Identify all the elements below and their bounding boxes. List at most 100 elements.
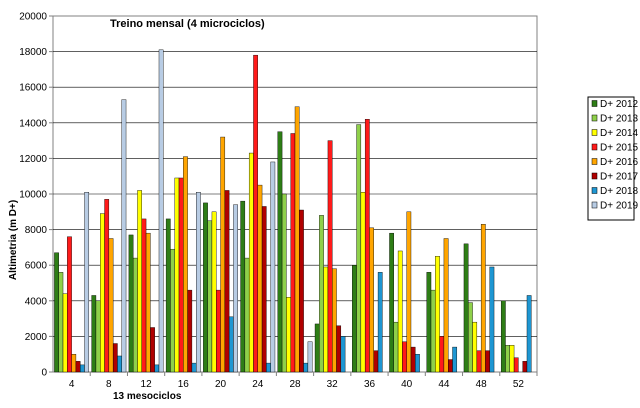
bar — [128, 234, 134, 373]
bar — [319, 215, 324, 373]
bar — [294, 106, 300, 373]
bar — [472, 321, 478, 373]
bar — [377, 272, 383, 373]
bar — [228, 316, 234, 373]
bar — [58, 272, 64, 373]
bar — [452, 346, 458, 373]
bar — [261, 206, 267, 373]
bar — [406, 211, 412, 373]
bar — [117, 355, 122, 373]
x-tick-label: 12 — [141, 379, 153, 390]
bar — [463, 243, 469, 373]
bar — [373, 350, 379, 373]
bar — [443, 238, 449, 373]
bar — [207, 220, 213, 373]
bar — [216, 289, 221, 373]
bar — [485, 350, 490, 373]
bar — [183, 156, 188, 373]
bar — [211, 211, 217, 373]
legend-swatch — [591, 187, 598, 194]
y-tick-label: 4000 — [25, 296, 48, 307]
bar — [178, 177, 184, 373]
bar — [393, 321, 399, 373]
y-tick-label: 8000 — [25, 225, 48, 236]
legend: D+ 2012 D+ 2013 D+ 2014 D+ 2015 D+ 2016 D+ 20… — [587, 96, 639, 221]
bar — [224, 190, 230, 373]
legend-swatch — [591, 201, 598, 209]
y-axis-label: Altimetria (m D+) — [8, 200, 19, 280]
legend-entry: D+ 2015 — [600, 143, 639, 154]
bar — [281, 193, 287, 373]
bar — [240, 200, 246, 373]
y-axis-ticks: 0 2000 4000 6000 8000 10000 12000 14000 16000 180… — [19, 12, 53, 379]
bar — [332, 268, 337, 373]
y-tick-label: 18000 — [19, 47, 47, 58]
bar — [290, 133, 296, 373]
bar — [121, 99, 127, 373]
legend-entry: D+ 2012 — [600, 99, 639, 110]
bar — [150, 327, 155, 373]
bar — [303, 362, 309, 373]
bar — [336, 325, 342, 373]
y-tick-label: 12000 — [19, 154, 47, 165]
x-tick-label: 8 — [106, 379, 112, 390]
bar — [327, 140, 333, 373]
legend-swatch — [591, 172, 598, 180]
bar — [220, 136, 226, 373]
bar — [165, 218, 171, 373]
bar — [154, 364, 160, 373]
bar — [266, 362, 271, 373]
bar — [299, 209, 304, 373]
legend-swatch — [591, 143, 598, 151]
bar — [145, 232, 151, 373]
x-tick-label: 52 — [513, 379, 525, 390]
bar — [244, 257, 250, 373]
legend-swatch — [591, 129, 598, 136]
bar — [141, 218, 147, 373]
bar — [191, 362, 197, 373]
bar — [270, 161, 276, 373]
x-tick-label: 16 — [178, 379, 190, 390]
chart-title: Treino mensal (4 microciclos) — [110, 18, 265, 30]
bar — [323, 266, 329, 373]
bar — [307, 341, 313, 373]
bar — [435, 256, 440, 373]
bar — [75, 361, 81, 373]
bar — [158, 49, 164, 373]
x-tick-label: 28 — [289, 379, 301, 390]
bar — [356, 124, 362, 373]
bar — [187, 289, 193, 373]
bar — [476, 350, 482, 373]
bar — [286, 297, 291, 373]
bar — [340, 336, 346, 373]
bar — [410, 346, 416, 373]
x-tick-label: 48 — [476, 379, 488, 390]
bar — [448, 359, 453, 373]
bar — [71, 354, 77, 373]
x-axis-ticks: 4 8 12 16 20 24 28 32 36 40 44 48 52 — [69, 372, 538, 390]
bar — [95, 300, 101, 373]
y-tick-label: 2000 — [25, 332, 48, 343]
bar — [415, 354, 420, 373]
legend-entry: D+ 2013 — [600, 114, 639, 125]
bar — [67, 236, 72, 373]
bar — [426, 272, 432, 373]
y-tick-label: 10000 — [19, 190, 47, 201]
bar — [170, 248, 175, 373]
bar — [402, 341, 407, 373]
bar — [360, 192, 366, 373]
bar — [253, 54, 258, 373]
x-tick-label: 32 — [327, 379, 339, 390]
legend-entry: D+ 2018 — [600, 186, 639, 197]
bar — [513, 357, 519, 373]
y-tick-label: 0 — [41, 368, 47, 379]
x-tick-label: 36 — [364, 379, 376, 390]
bar — [91, 295, 97, 373]
bar — [112, 343, 118, 373]
bar — [468, 302, 473, 373]
x-tick-label: 44 — [438, 379, 450, 390]
bar — [489, 266, 495, 373]
bar — [257, 184, 263, 373]
bar — [526, 295, 532, 373]
